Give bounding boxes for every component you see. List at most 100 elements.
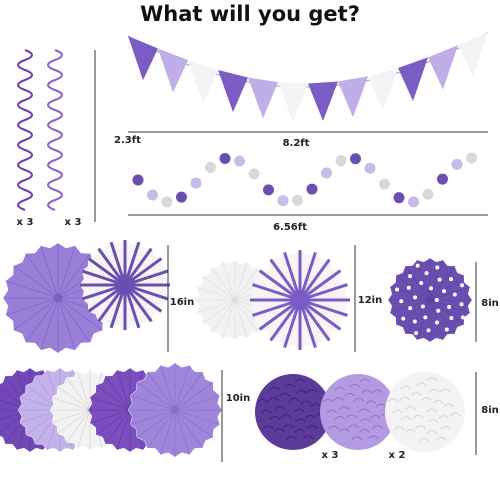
fan-fold: [81, 269, 126, 287]
fan-fold: [13, 297, 59, 331]
fan-fold: [405, 299, 431, 335]
pom-petal: [307, 425, 318, 429]
pom-petal: [426, 430, 438, 434]
pom-petal: [365, 400, 377, 405]
pom-petal: [371, 389, 383, 394]
pom-petal: [310, 403, 322, 408]
fan-fold: [124, 269, 169, 287]
fan-fold: [174, 382, 214, 411]
fan-fold: [202, 299, 236, 324]
garland-dot: [176, 191, 187, 203]
fan-fold: [298, 251, 317, 301]
garland-dot: [161, 196, 173, 208]
fan-fold: [109, 284, 127, 329]
pom-petal: [294, 378, 306, 383]
fan-fold: [298, 299, 331, 342]
fan-fold: [429, 286, 471, 301]
garland-dot: [263, 184, 274, 196]
pom-petal: [261, 409, 273, 414]
pom-petal: [359, 429, 370, 433]
fan-fold: [105, 375, 131, 411]
pennant: [398, 57, 428, 101]
pom-petal: [370, 414, 381, 419]
fan-fold: [66, 377, 91, 411]
pom-petal: [426, 377, 438, 382]
fan-fold: [395, 299, 431, 325]
fan-fold: [298, 258, 331, 301]
fan-fold: [25, 253, 59, 299]
fan-fold: [234, 299, 248, 339]
fan-dot: [423, 315, 428, 320]
garland-dot: [393, 192, 405, 204]
fan-center: [296, 296, 304, 304]
pom-petal: [263, 425, 274, 430]
fan-fold: [416, 299, 431, 341]
garland-dot: [277, 195, 289, 207]
fan-fold: [211, 299, 236, 333]
fan-fold: [258, 298, 301, 331]
fan-fold: [77, 371, 91, 411]
fan-dot: [426, 328, 431, 333]
pom-petal: [269, 386, 281, 391]
fan-size: 12in: [358, 295, 382, 306]
fan-fold: [234, 267, 259, 301]
fan-fold: [123, 284, 141, 329]
fan-dot: [436, 308, 441, 313]
fan-dot: [435, 320, 440, 325]
pom-petal: [438, 415, 449, 420]
pom-petal: [405, 429, 416, 434]
fan-fold: [123, 284, 153, 323]
pom-pom: [320, 374, 396, 450]
pom-petal: [349, 383, 361, 388]
pom-petal: [273, 406, 285, 410]
fan-fold: [95, 385, 131, 411]
pom-petal: [450, 412, 461, 417]
garland-dot: [408, 196, 419, 208]
fan-fold: [196, 287, 236, 301]
fan-fold: [40, 297, 59, 351]
fan-fold: [147, 371, 176, 411]
fan-fold: [130, 409, 176, 425]
fan-fold: [81, 283, 126, 301]
fan-fold: [160, 409, 176, 455]
pom-petal: [411, 392, 422, 396]
pom-petal: [391, 409, 403, 414]
fan-dot: [420, 304, 425, 309]
fan-fold: [57, 245, 76, 299]
title: What will you get?: [140, 2, 360, 26]
fan-fold: [234, 261, 248, 301]
fan-fold: [299, 298, 349, 317]
pennant: [218, 70, 248, 113]
pom-petal: [305, 414, 316, 419]
pom-petal: [412, 414, 424, 419]
garland-dot: [132, 174, 144, 186]
fan-fold: [89, 409, 131, 424]
fan-fold: [123, 241, 141, 286]
garland-dot: [379, 178, 390, 190]
fan-fold: [97, 284, 127, 323]
fan-dot: [442, 289, 447, 294]
fan-fold: [57, 297, 76, 351]
fan-fold: [147, 409, 176, 449]
garland-dot: [248, 168, 260, 180]
swirl-height: 2.3ft: [114, 135, 141, 146]
pennant: [188, 60, 218, 104]
pom-petal: [353, 397, 365, 402]
fan-fold: [130, 395, 176, 411]
fan-fold: [116, 409, 131, 451]
pennant: [428, 45, 458, 90]
pom-petal: [400, 416, 412, 421]
pom-petal: [281, 414, 292, 419]
fan-dot: [424, 271, 429, 276]
pom-petal: [303, 435, 314, 440]
pom-petal: [439, 388, 451, 393]
fan-dot: [447, 304, 452, 309]
swirl: [47, 49, 63, 211]
pom-petal: [375, 403, 387, 408]
fan-fold: [40, 245, 59, 299]
fan-dot: [444, 327, 449, 332]
garland-dot: [321, 167, 332, 179]
pennant: [458, 32, 488, 77]
pom-petal: [443, 403, 455, 408]
